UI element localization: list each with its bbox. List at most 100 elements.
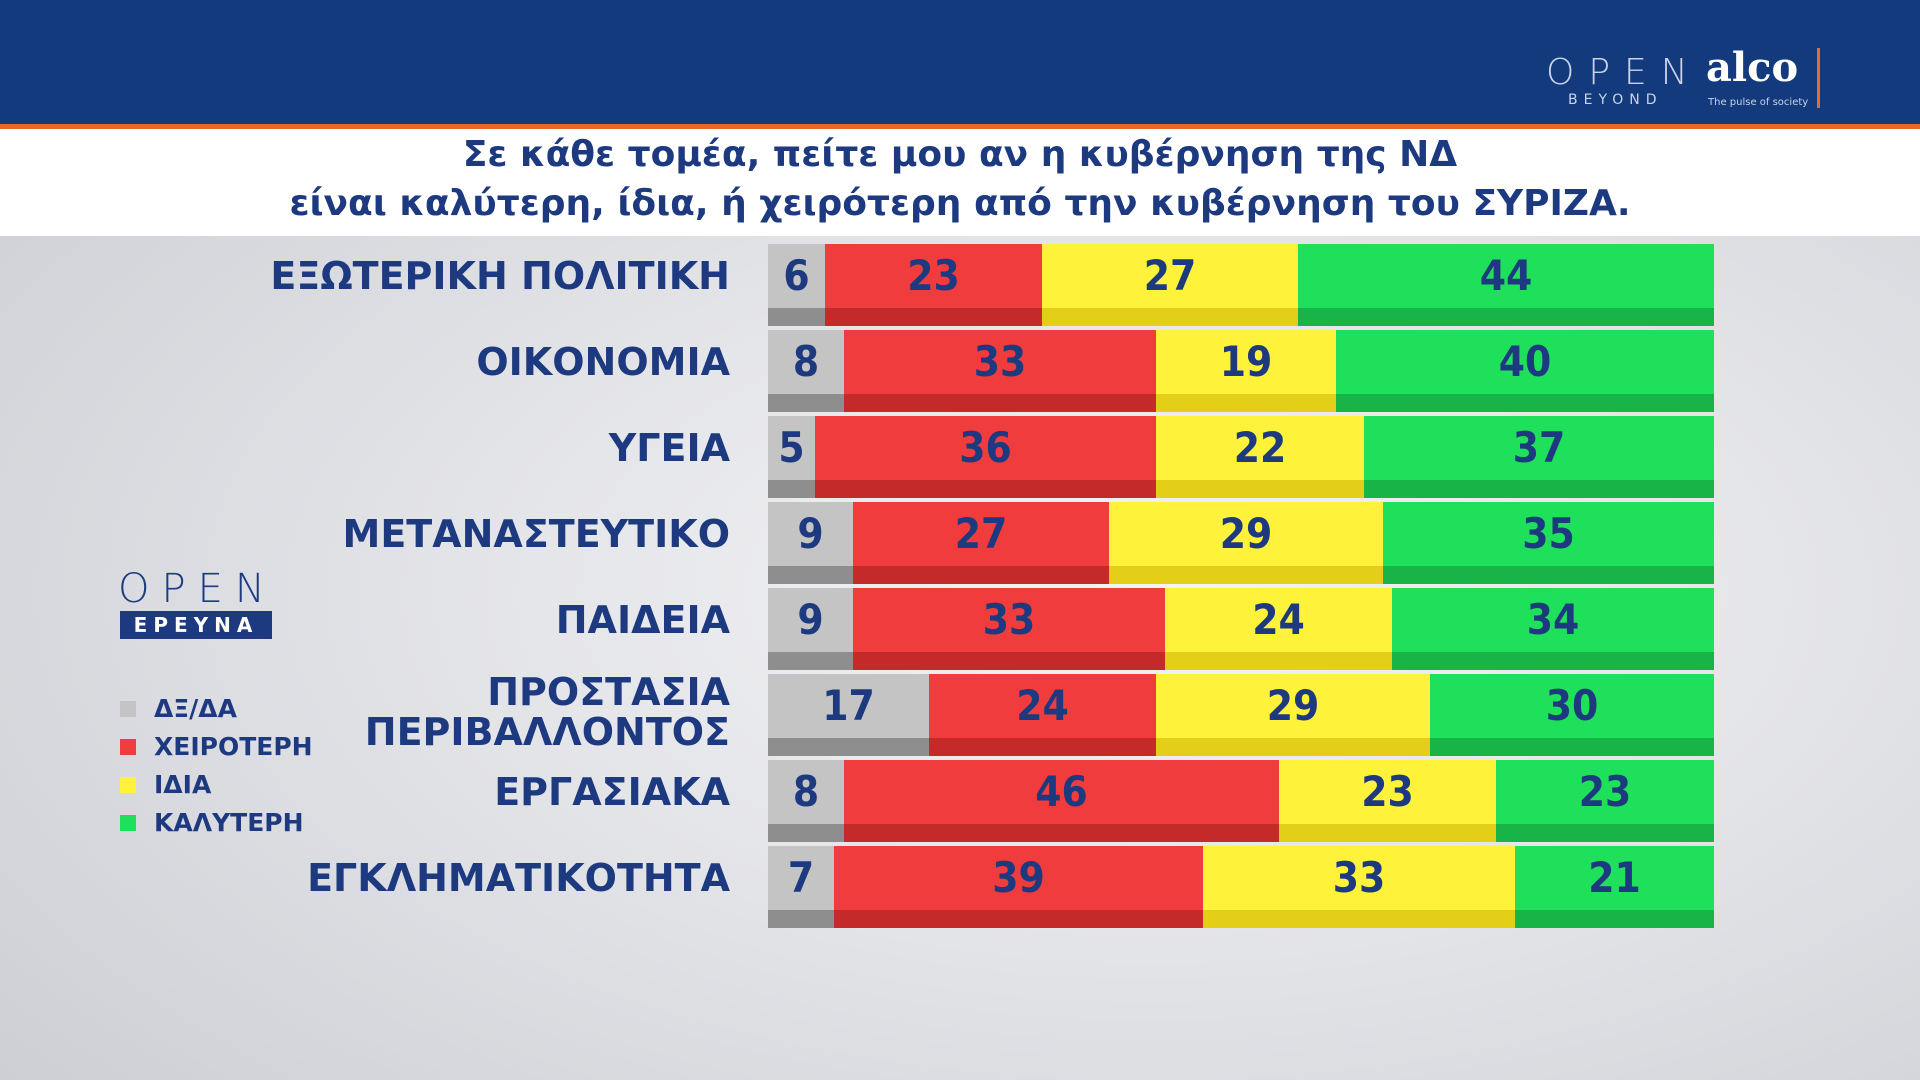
legend-label: ΚΑΛΥΤΕΡΗ	[154, 808, 304, 837]
data-label: 22	[1233, 423, 1287, 472]
legend-label: ΧΕΙΡΟΤΕΡΗ	[154, 732, 313, 761]
bar-face	[853, 502, 1109, 566]
data-label: 5	[778, 423, 805, 472]
data-label: 21	[1588, 853, 1641, 902]
legend-swatch	[120, 701, 136, 717]
bar-face	[1156, 416, 1364, 480]
data-label: 9	[797, 509, 824, 558]
bar-segment-be: 37	[1364, 416, 1714, 498]
bar-segment-sa: 33	[1203, 846, 1515, 928]
bar-side	[1430, 738, 1714, 756]
data-label: 6	[783, 251, 810, 300]
bar-segment-dk: 7	[768, 846, 834, 928]
bar-face	[1165, 588, 1392, 652]
bar-segment-dk: 8	[768, 330, 844, 412]
data-label: 36	[959, 423, 1012, 472]
alco-logo: alco	[1706, 44, 1799, 91]
category-label-line: ΠΑΙΔΕΙΑ	[555, 598, 730, 642]
data-label: 23	[1361, 767, 1414, 816]
bar-face	[1364, 416, 1714, 480]
bar-face	[768, 502, 853, 566]
category-label: ΥΓΕΙΑ	[609, 428, 730, 468]
bar-side	[834, 910, 1203, 928]
data-label: 24	[1016, 681, 1069, 730]
category-label: ΕΡΓΑΣΙΑΚΑ	[494, 772, 730, 812]
data-label: 34	[1526, 595, 1580, 644]
bar-segment-wo: 33	[853, 588, 1165, 670]
data-label: 23	[1578, 767, 1632, 816]
header-divider	[1817, 48, 1820, 108]
bar-row: 7 39 33 21	[768, 846, 1714, 928]
legend-swatch	[120, 739, 136, 755]
bar-segment-dk: 9	[768, 502, 853, 584]
bar-side	[853, 566, 1109, 584]
bar-segment-dk: 8	[768, 760, 844, 842]
bar-side	[929, 738, 1156, 756]
bar-segment-dk: 9	[768, 588, 853, 670]
bar-segment-be: 40	[1336, 330, 1714, 412]
bar-face	[1392, 588, 1714, 652]
legend-swatch	[120, 777, 136, 793]
open-beyond-logo: OPEN	[1546, 52, 1702, 93]
bar-side	[768, 652, 853, 670]
bar-side	[768, 910, 834, 928]
bar-segment-be: 35	[1383, 502, 1714, 584]
category-label: ΟΙΚΟΝΟΜΙΑ	[476, 342, 730, 382]
header-bar	[0, 0, 1920, 129]
bar-segment-dk: 17	[768, 674, 929, 756]
bar-side	[1156, 738, 1430, 756]
data-label: 29	[1266, 681, 1320, 730]
bar-segment-sa: 23	[1279, 760, 1496, 842]
bar-face	[1430, 674, 1714, 738]
bar-face	[1109, 502, 1383, 566]
legend-label: ΔΞ/ΔΑ	[154, 694, 237, 723]
category-label-line: ΠΡΟΣΤΑΣΙΑ	[487, 670, 730, 714]
bar-segment-wo: 46	[844, 760, 1279, 842]
data-label: 9	[797, 595, 824, 644]
bar-face	[834, 846, 1203, 910]
bar-row: 6 23 27 44	[768, 244, 1714, 326]
bar-segment-wo: 39	[834, 846, 1203, 928]
bar-side	[1364, 480, 1714, 498]
bar-face	[815, 416, 1156, 480]
bar-side	[768, 480, 815, 498]
bar-segment-wo: 33	[844, 330, 1156, 412]
bar-face	[1515, 846, 1714, 910]
bar-segment-sa: 19	[1156, 330, 1336, 412]
category-label: ΕΞΩΤΕΡΙΚΗ ΠΟΛΙΤΙΚΗ	[270, 256, 730, 296]
bar-face	[929, 674, 1156, 738]
open-ereuna-logo: OPEN	[118, 566, 277, 612]
data-label: 17	[822, 681, 875, 730]
category-label: ΜΕΤΑΝΑΣΤΕΥΤΙΚΟ	[343, 514, 730, 554]
bar-segment-dk: 5	[768, 416, 815, 498]
bar-segment-sa: 29	[1156, 674, 1430, 756]
bar-side	[768, 308, 825, 326]
bar-face	[768, 330, 844, 394]
bar-segment-sa: 27	[1042, 244, 1298, 326]
data-label: 8	[792, 337, 820, 386]
category-label-line: ΥΓΕΙΑ	[608, 426, 730, 470]
bar-face	[768, 244, 825, 308]
bar-face	[844, 330, 1156, 394]
bar-side	[1298, 308, 1714, 326]
bar-face	[768, 416, 815, 480]
data-label: 44	[1479, 251, 1533, 300]
bar-segment-dk: 6	[768, 244, 825, 326]
data-label: 29	[1219, 509, 1273, 558]
data-label: 46	[1035, 767, 1088, 816]
data-label: 33	[1332, 853, 1386, 902]
data-label: 7	[787, 853, 815, 902]
legend-label: ΙΔΙΑ	[154, 770, 212, 799]
category-label-line: ΜΕΤΑΝΑΣΤΕΥΤΙΚΟ	[342, 512, 730, 556]
bar-face	[1383, 502, 1714, 566]
bar-side	[768, 738, 929, 756]
bar-side	[768, 566, 853, 584]
bar-side	[1156, 394, 1336, 412]
bar-side	[1383, 566, 1714, 584]
bar-side	[1392, 652, 1714, 670]
bar-side	[1515, 910, 1714, 928]
bar-face	[844, 760, 1279, 824]
bar-face	[1156, 674, 1430, 738]
bar-segment-wo: 27	[853, 502, 1109, 584]
bar-face	[1156, 330, 1336, 394]
